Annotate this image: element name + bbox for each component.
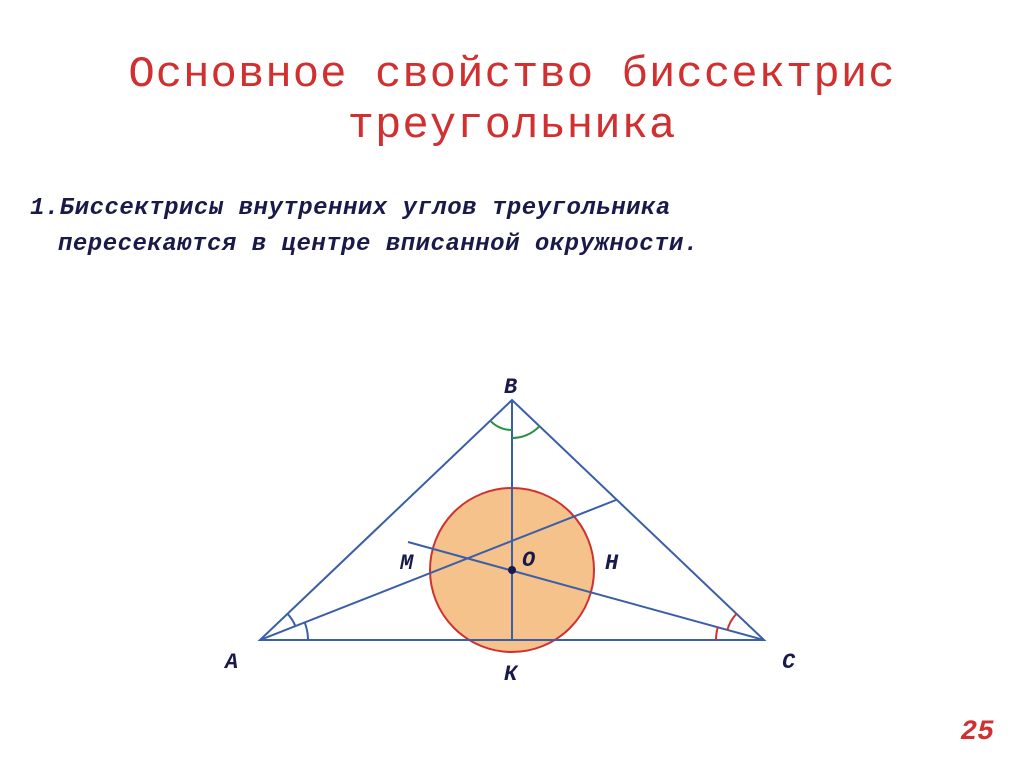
diagram-label: К bbox=[504, 662, 517, 687]
body-line1: 1.Биссектрисы внутренних углов треугольн… bbox=[30, 191, 994, 227]
title-block: Основное свойство биссектрис треугольник… bbox=[0, 0, 1024, 151]
page-number: 25 bbox=[960, 717, 994, 748]
triangle-diagram: А В С М Н К O bbox=[200, 340, 824, 720]
diagram-label: М bbox=[400, 551, 413, 576]
diagram-label: С bbox=[782, 650, 795, 675]
title-line2: треугольника bbox=[0, 101, 1024, 152]
body-block: 1.Биссектрисы внутренних углов треугольн… bbox=[0, 151, 1024, 263]
diagram-label: O bbox=[522, 548, 535, 573]
body-line2: пересекаются в центре вписанной окружнос… bbox=[30, 227, 994, 263]
diagram-label: А bbox=[225, 650, 238, 675]
diagram-label: Н bbox=[605, 551, 618, 576]
diagram-label: В bbox=[504, 375, 517, 400]
title-line1: Основное свойство биссектрис bbox=[0, 50, 1024, 101]
